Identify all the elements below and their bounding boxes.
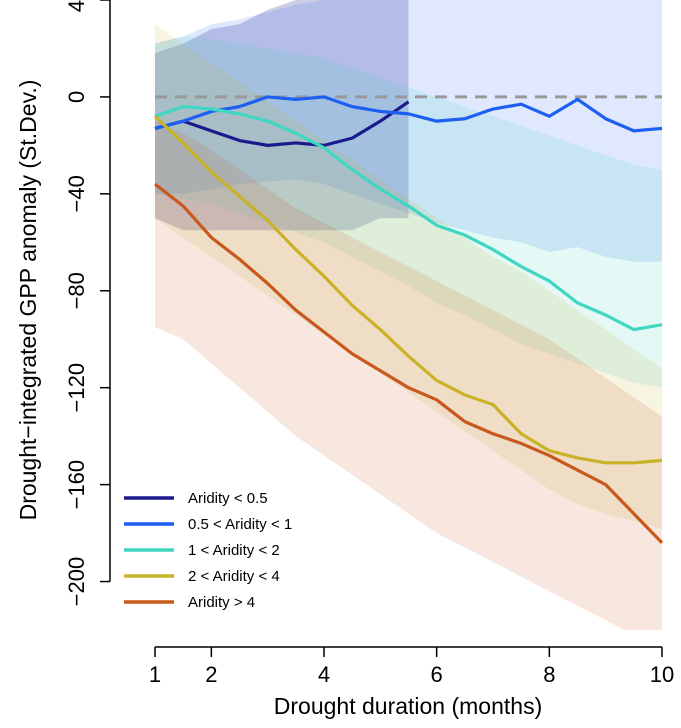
- y-tick-label: 0: [64, 91, 89, 103]
- x-tick-label: 10: [650, 662, 674, 687]
- legend: Aridity < 0.5 0.5 < Aridity < 1 1 < Aridit…: [124, 490, 292, 611]
- band-4: [155, 24, 662, 529]
- band-3: [155, 36, 662, 388]
- x-tick-label: 8: [543, 662, 555, 687]
- y-tick-label: 40: [64, 0, 89, 12]
- legend-label: 0.5 < Aridity < 1: [188, 516, 292, 533]
- x-axis-label: Drought duration (months): [274, 693, 542, 719]
- band-1: [155, 0, 409, 231]
- series-line-3: [154, 105, 663, 332]
- x-tick-label: 1: [149, 662, 161, 687]
- band-2: [155, 0, 662, 262]
- y-tick-label: −160: [64, 460, 89, 510]
- y-tick-label: −120: [64, 363, 89, 413]
- x-tick-label: 2: [205, 662, 217, 687]
- legend-label: Aridity < 0.5: [188, 490, 268, 507]
- series-line-1: [154, 100, 410, 147]
- y-tick-label: −80: [64, 272, 89, 309]
- x-tick-label: 6: [431, 662, 443, 687]
- legend-label: 2 < Aridity < 4: [188, 568, 280, 585]
- legend-label: Aridity > 4: [188, 594, 255, 611]
- legend-label: 1 < Aridity < 2: [188, 542, 280, 559]
- x-tick-label: 4: [318, 662, 330, 687]
- y-tick-label: −40: [64, 175, 89, 212]
- series-line-5: [154, 182, 664, 544]
- y-tick-label: −200: [64, 557, 89, 607]
- y-axis-label: Drought−integrated GPP anomaly (St.Dev.): [15, 80, 41, 521]
- series-lines: [153, 95, 664, 544]
- band-5: [155, 121, 662, 630]
- axes: 40 0 −40 −80 −120 −160 −200 1 2 4 6 8 10: [64, 0, 674, 687]
- uncertainty-bands: [155, 0, 662, 630]
- series-line-2: [154, 95, 663, 133]
- series-line-4: [153, 115, 663, 465]
